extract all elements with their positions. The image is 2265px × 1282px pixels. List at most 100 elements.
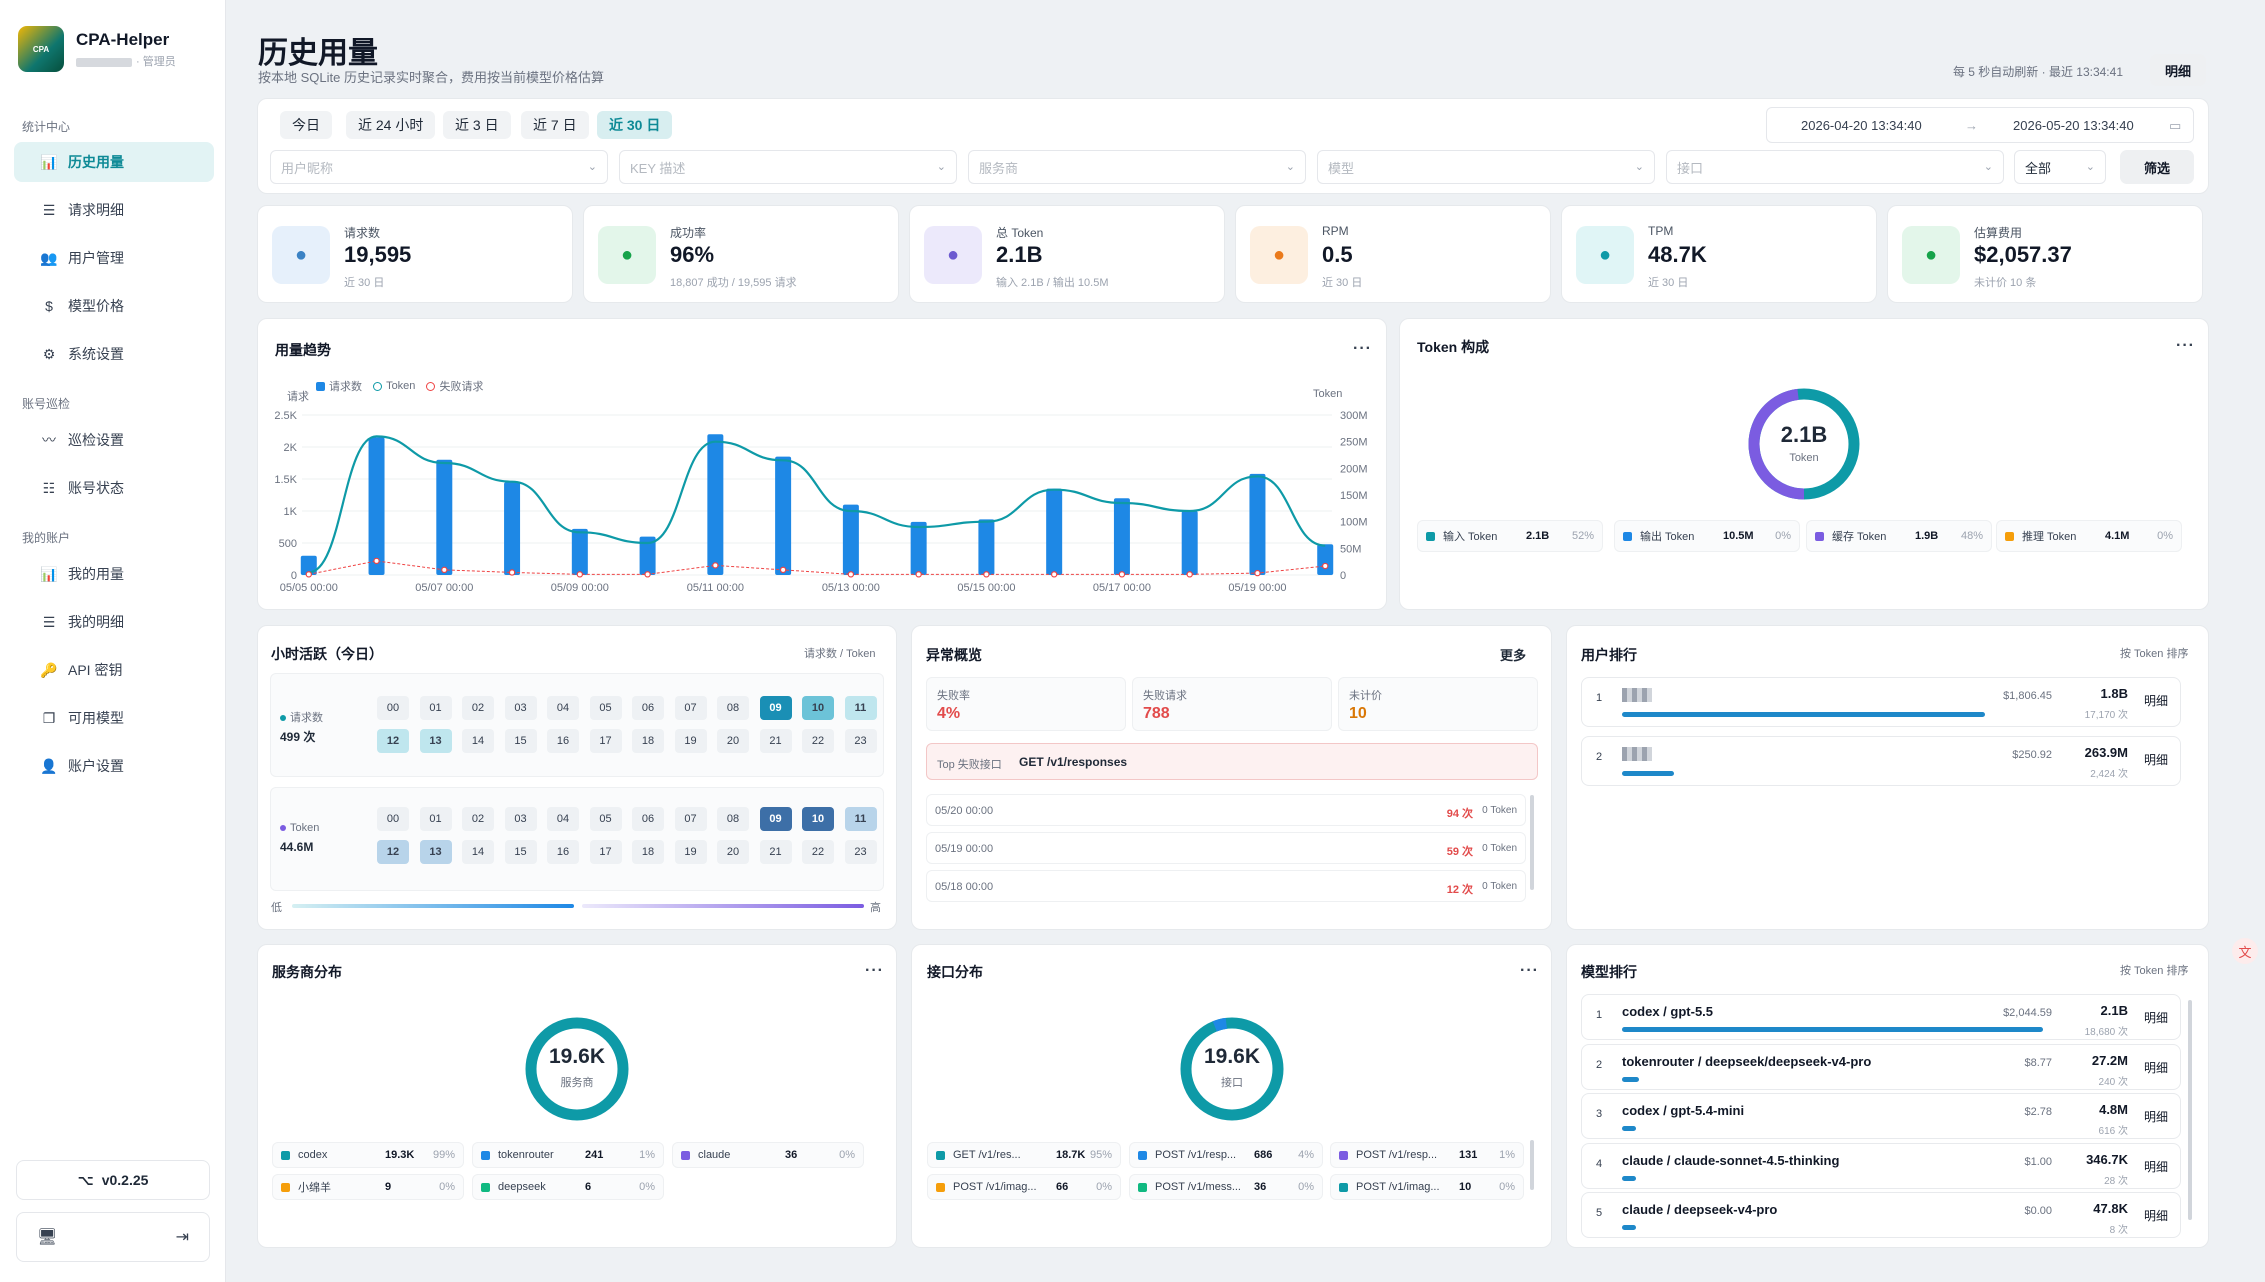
- hour-cell-req-18[interactable]: 18: [632, 729, 664, 753]
- detail-link[interactable]: 明细: [2143, 1060, 2168, 1075]
- hour-cell-tok-00[interactable]: 00: [377, 807, 409, 831]
- range-30d[interactable]: 近 30 日: [597, 111, 673, 139]
- model-filter-select[interactable]: 模型 ⌄: [1317, 150, 1655, 184]
- token-legend-item[interactable]: 输出 Token 10.5M 0%: [1614, 520, 1800, 552]
- endpoint-scrollbar[interactable]: [1530, 1140, 1534, 1190]
- logout-icon[interactable]: ⇥: [175, 1229, 189, 1246]
- hour-cell-tok-07[interactable]: 07: [674, 807, 707, 831]
- hour-cell-req-09[interactable]: 09: [759, 696, 792, 720]
- more-icon[interactable]: ···: [1520, 962, 1539, 979]
- key-filter-select[interactable]: KEY 描述 ⌄: [619, 150, 957, 184]
- detail-link[interactable]: 明细: [2143, 1110, 2168, 1124]
- hour-cell-tok-17[interactable]: 17: [589, 840, 622, 864]
- hour-cell-req-21[interactable]: 21: [759, 729, 792, 753]
- hour-cell-req-14[interactable]: 14: [462, 729, 494, 753]
- range-24h[interactable]: 近 24 小时: [346, 111, 436, 139]
- date-range-picker[interactable]: 2026-04-20 13:34:40 → 2026-05-20 13:34:4…: [1766, 107, 2194, 143]
- detail-link[interactable]: 明细: [2143, 1159, 2168, 1174]
- user-rank-row[interactable]: 1 $1,806.45 1.8B 17,170 次 明细: [1581, 677, 2181, 727]
- hour-cell-req-15[interactable]: 15: [504, 729, 537, 753]
- hour-cell-req-04[interactable]: 04: [547, 696, 579, 720]
- anomaly-more-link[interactable]: 更多: [1500, 648, 1527, 663]
- hour-cell-tok-20[interactable]: 20: [717, 840, 749, 864]
- legend-token[interactable]: Token: [373, 380, 415, 392]
- user-filter-select[interactable]: 用户昵称 ⌄: [270, 150, 608, 184]
- model-rank-sort[interactable]: 按 Token 排序: [2120, 965, 2189, 977]
- token-legend-item[interactable]: 输入 Token 2.1B 52%: [1417, 520, 1603, 552]
- range-today[interactable]: 今日: [280, 111, 332, 139]
- hour-cell-tok-12[interactable]: 12: [377, 840, 409, 864]
- hour-cell-tok-11[interactable]: 11: [844, 807, 877, 831]
- user-rank-row[interactable]: 2 $250.92 263.9M 2,424 次 明细: [1581, 736, 2181, 786]
- hour-cell-tok-23[interactable]: 23: [844, 840, 877, 864]
- sidebar-item-api-keys[interactable]: 🔑 API 密钥: [40, 661, 123, 679]
- model-rank-row[interactable]: 5 claude / deepseek-v4-pro $0.00 47.8K 8…: [1581, 1192, 2181, 1238]
- token-legend-item[interactable]: 缓存 Token 1.9B 48%: [1806, 520, 1992, 552]
- endpoint-legend-item[interactable]: POST /v1/imag... 66 0%: [927, 1174, 1121, 1200]
- hour-cell-req-11[interactable]: 11: [844, 696, 877, 720]
- detail-link[interactable]: 明细: [2143, 1209, 2168, 1223]
- range-7d[interactable]: 近 7 日: [521, 111, 589, 139]
- hour-cell-tok-01[interactable]: 01: [419, 807, 452, 831]
- sidebar-item-account-status[interactable]: ☷ 账号状态: [14, 468, 214, 508]
- hour-cell-tok-19[interactable]: 19: [674, 840, 707, 864]
- anomaly-scrollbar[interactable]: [1530, 795, 1534, 890]
- anomaly-row[interactable]: 05/20 00:00 94 次 0 Token: [926, 794, 1526, 826]
- endpoint-legend-item[interactable]: POST /v1/resp... 686 4%: [1129, 1142, 1323, 1168]
- hour-cell-tok-04[interactable]: 04: [547, 807, 579, 831]
- hour-cell-tok-22[interactable]: 22: [802, 840, 834, 864]
- filter-button[interactable]: 筛选: [2120, 150, 2194, 184]
- model-rank-row[interactable]: 2 tokenrouter / deepseek/deepseek-v4-pro…: [1581, 1043, 2181, 1090]
- anomaly-row[interactable]: 05/18 00:00 12 次 0 Token: [926, 870, 1526, 902]
- hour-cell-tok-14[interactable]: 14: [462, 840, 494, 864]
- detail-button[interactable]: 明细: [2150, 54, 2206, 86]
- token-legend-item[interactable]: 推理 Token 4.1M 0%: [1996, 520, 2182, 552]
- sidebar-item-my-usage[interactable]: 📊 我的用量: [40, 565, 124, 583]
- hour-cell-req-13[interactable]: 13: [419, 729, 452, 753]
- sidebar-item-settings[interactable]: ⚙ 系统设置: [14, 334, 214, 374]
- hour-cell-tok-02[interactable]: 02: [462, 807, 494, 831]
- hour-cell-tok-08[interactable]: 08: [717, 807, 749, 831]
- legend-requests[interactable]: 请求数: [316, 378, 362, 394]
- endpoint-legend-item[interactable]: POST /v1/imag... 10 0%: [1330, 1174, 1524, 1200]
- legend-failed[interactable]: 失败请求: [426, 378, 483, 394]
- endpoint-filter-select[interactable]: 接口 ⌄: [1666, 150, 2004, 184]
- provider-legend-item[interactable]: deepseek 6 0%: [472, 1174, 664, 1200]
- anomaly-row[interactable]: 05/19 00:00 59 次 0 Token: [926, 832, 1526, 864]
- hour-cell-req-06[interactable]: 06: [632, 696, 664, 720]
- endpoint-legend-item[interactable]: GET /v1/res... 18.7K 95%: [927, 1142, 1121, 1168]
- more-icon[interactable]: ···: [1353, 340, 1372, 357]
- model-rank-row[interactable]: 1 codex / gpt-5.5 $2,044.59 2.1B 18,680 …: [1581, 994, 2181, 1040]
- version-button[interactable]: ⌥ v0.2.25: [16, 1160, 210, 1200]
- model-rank-row[interactable]: 3 codex / gpt-5.4-mini $2.78 4.8M 616 次 …: [1581, 1093, 2181, 1139]
- hour-cell-tok-21[interactable]: 21: [759, 840, 792, 864]
- hour-cell-req-01[interactable]: 01: [419, 696, 452, 720]
- hour-cell-req-16[interactable]: 16: [547, 729, 579, 753]
- provider-legend-item[interactable]: claude 36 0%: [672, 1142, 864, 1168]
- sidebar-item-model-price[interactable]: $ 模型价格: [14, 286, 214, 326]
- hour-cell-tok-05[interactable]: 05: [589, 807, 622, 831]
- model-rank-scrollbar[interactable]: [2188, 1000, 2192, 1220]
- sidebar-item-models[interactable]: ❐ 可用模型: [14, 698, 214, 738]
- provider-legend-item[interactable]: 小绵羊 9 0%: [272, 1174, 464, 1200]
- detail-link[interactable]: 明细: [2143, 694, 2168, 708]
- hour-cell-tok-16[interactable]: 16: [547, 840, 579, 864]
- hour-cell-tok-18[interactable]: 18: [632, 840, 664, 864]
- sidebar-item-my-detail[interactable]: ☰ 我的明细: [14, 602, 214, 642]
- hour-cell-req-17[interactable]: 17: [589, 729, 622, 753]
- endpoint-legend-item[interactable]: POST /v1/mess... 36 0%: [1129, 1174, 1323, 1200]
- more-icon[interactable]: ···: [2176, 337, 2195, 354]
- translate-icon[interactable]: 文: [2232, 938, 2258, 964]
- model-rank-row[interactable]: 4 claude / claude-sonnet-4.5-thinking $1…: [1581, 1142, 2181, 1189]
- hour-cell-req-20[interactable]: 20: [717, 729, 749, 753]
- more-icon[interactable]: ···: [865, 962, 884, 979]
- sidebar-item-request-detail[interactable]: ☰ 请求明细: [14, 190, 214, 230]
- provider-legend-item[interactable]: tokenrouter 241 1%: [472, 1142, 664, 1168]
- sidebar-item-account-settings[interactable]: 👤 账户设置: [40, 757, 124, 775]
- hour-cell-req-03[interactable]: 03: [504, 696, 537, 720]
- provider-legend-item[interactable]: codex 19.3K 99%: [272, 1142, 464, 1168]
- detail-link[interactable]: 明细: [2143, 753, 2168, 767]
- sidebar-item-inspection-settings[interactable]: 〰巡检设置: [42, 432, 124, 448]
- hour-cell-req-00[interactable]: 00: [377, 696, 409, 720]
- monitor-icon[interactable]: 🖥: [37, 1229, 58, 1246]
